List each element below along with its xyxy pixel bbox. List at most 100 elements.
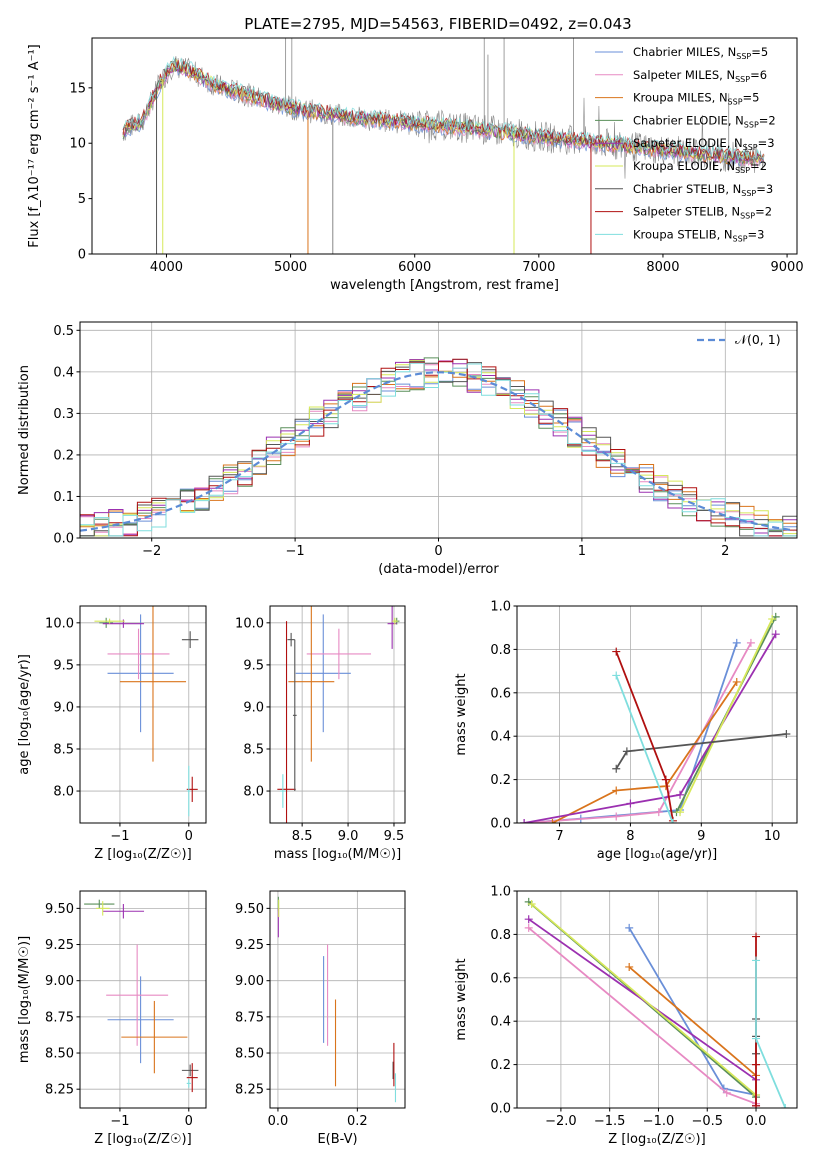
legend-subscript: SSP: [735, 166, 750, 175]
legend-entry: Chabrier ELODIE, NSSP=2: [633, 113, 776, 129]
legend-entry: Salpeter ELODIE, NSSP=3: [633, 136, 775, 152]
mass_vs_ebv-grid: [270, 891, 405, 1108]
mass-weight-marker-salpeter_elodie: [520, 819, 529, 823]
age_vs_mass-ytick-label: 10.0: [235, 616, 264, 631]
mass-weight-marker-salpeter_elodie: [626, 799, 635, 808]
mass_vs_ebv-ytick-label: 9.25: [235, 938, 264, 953]
mass_vs_metallicity-ylabel: mass [log₁₀(M/M☉)]: [17, 936, 32, 1063]
mass-weight-marker-kroupa_elodie: [768, 615, 777, 624]
legend-entry: Kroupa ELODIE, NSSP=2: [633, 159, 767, 175]
legend-count: =2: [755, 205, 772, 219]
spectrum-plot: [122, 38, 765, 254]
legend-count: =3: [756, 182, 773, 196]
mass-weight-marker-kroupa_miles: [732, 677, 741, 686]
age_vs_metallicity-xlabel: Z [log₁₀(Z/Z☉)]: [94, 847, 191, 862]
mass-weight-marker-chabrier_stelib: [622, 747, 631, 756]
legend-subscript: SSP: [744, 120, 759, 129]
mass_vs_ebv-xlabel: E(B-V): [317, 1132, 357, 1147]
mass-weight-line-kroupa_stelib: [615, 675, 674, 823]
residuals-ytick-label: 0.5: [53, 324, 74, 339]
spectrum-xlabel: wavelength [Angstrom, rest frame]: [330, 278, 559, 293]
mass_vs_ebv-ytick-label: 9.50: [235, 902, 264, 917]
age_vs_mass-ytick-label: 8.5: [243, 742, 264, 757]
mass-weight-marker-salpeter_stelib: [752, 1101, 761, 1108]
massweight_vs_age-plot: [520, 612, 791, 823]
mass_vs_ebv-panel: 0.0 0.2 8.25 8.50 8.75 9.00 9.25 9.50 E(B-V): [235, 890, 406, 1147]
legend-count: =2: [759, 113, 776, 127]
massweight_vs_metallicity-ytick-label: 0.6: [490, 971, 511, 986]
residuals-ytick-label: 0.4: [53, 365, 74, 380]
legend-subscript: SSP: [736, 52, 751, 61]
residuals-xtick-label: 0: [434, 544, 442, 559]
mass_vs_ebv-frame: [269, 890, 406, 1109]
legend-count: =5: [751, 45, 768, 59]
mass-weight-line-salpeter_miles: [528, 927, 757, 1105]
mass-weight-marker-chabrier_elodie: [771, 612, 780, 621]
legend-subscript: SSP: [743, 143, 758, 152]
normal-curve: [80, 371, 795, 532]
legend-entry: Chabrier MILES, NSSP=5: [633, 45, 768, 61]
mass_vs_metallicity-panel: −1 0 8.25 8.50 8.75 9.00 9.25 9.50 Z [log₁₀(Z/Z☉…: [17, 890, 207, 1147]
legend-count: =5: [743, 91, 760, 105]
age_vs_mass-panel: 8.5 9.0 9.5 8.0 8.5 9.0 9.5 10.0 mass [log₁₀(M/M…: [235, 605, 406, 862]
mass-weight-marker-salpeter_stelib: [661, 775, 670, 784]
spectrum-xtick-label: 5000: [274, 260, 307, 275]
mass-weight-marker-kroupa_miles: [612, 786, 621, 795]
mass-weight-marker-kroupa_elodie: [676, 808, 685, 817]
histogram-kroupa_stelib: [80, 362, 797, 537]
legend-entry: Salpeter STELIB, NSSP=2: [633, 205, 772, 221]
mass_vs_metallicity-grid: [80, 891, 206, 1108]
residuals-panel: −2 −1 0 1 2 0.0 0.1 0.2 0.3 0.4 0.5 (data-model)/er…: [17, 321, 798, 577]
massweight_vs_age-ytick-label: 0.4: [490, 730, 511, 745]
massweight_vs_metallicity-plot: [524, 897, 790, 1108]
massweight_vs_metallicity-xtick-label: −2.0: [545, 1114, 577, 1129]
spectrum-xtick-label: 4000: [150, 260, 183, 275]
mass-weight-marker-salpeter_elodie: [676, 790, 685, 799]
massweight_vs_metallicity-ytick-label: 0.4: [490, 1015, 511, 1030]
mass-weight-line-kroupa_miles: [551, 681, 738, 823]
massweight_vs_age-ytick-label: 1.0: [490, 600, 511, 615]
mass-weight-line-kroupa_elodie: [531, 903, 757, 1096]
mass-weight-line-kroupa_stelib: [755, 960, 787, 1108]
residuals-xtick-label: 1: [578, 544, 586, 559]
mass_vs_metallicity-ytick-label: 9.00: [45, 974, 74, 989]
legend-entry: 𝒩(0, 1): [735, 332, 781, 347]
spectrum-ytick-label: 0: [78, 248, 86, 263]
spectrum-xtick-label: 6000: [398, 260, 431, 275]
massweight_vs_age-grid: [517, 605, 797, 824]
age_vs_mass-xtick-label: 9.0: [338, 829, 359, 844]
age_vs_mass-frame: [269, 605, 406, 824]
mass-weight-marker-salpeter_elodie: [524, 915, 533, 924]
residuals-plot: [80, 357, 797, 537]
mass_vs_metallicity-ytick-label: 8.25: [45, 1083, 74, 1098]
massweight_vs_metallicity-ytick-label: 1.0: [490, 885, 511, 900]
residuals-ytick-label: 0.2: [53, 448, 74, 463]
mass_vs_ebv-xtick-label: 0.0: [268, 1114, 289, 1129]
legend-subscript: SSP: [733, 234, 748, 243]
legend-count: =3: [758, 136, 775, 150]
age_vs_metallicity-ytick-label: 8.0: [53, 785, 74, 800]
massweight_vs_age-xtick-label: 8: [626, 829, 634, 844]
figure-title: PLATE=2795, MJD=54563, FIBERID=0492, z=0…: [244, 15, 631, 33]
mass_vs_metallicity-ytick-label: 9.25: [45, 938, 74, 953]
spectrum-ylabel: Flux [f_λ10⁻¹⁷ erg cm⁻² s⁻¹ A⁻¹]: [27, 44, 42, 248]
massweight_vs_age-ytick-label: 0.8: [490, 643, 511, 658]
residuals-xlabel: (data-model)/error: [378, 562, 499, 577]
mass-weight-line-chabrier_miles: [628, 927, 757, 1096]
mass_vs_ebv-ytick-label: 8.75: [235, 1010, 264, 1025]
spectrum-xtick-label: 7000: [522, 260, 555, 275]
age_vs_mass-plot: [277, 606, 400, 823]
massweight_vs_metallicity-xtick-label: −0.5: [691, 1114, 723, 1129]
massweight_vs_age-ytick-label: 0.2: [490, 773, 511, 788]
mass_vs_metallicity-frame: [79, 890, 207, 1109]
legend-count: =3: [748, 227, 765, 241]
mass_vs_metallicity-ytick-label: 8.75: [45, 1010, 74, 1025]
massweight_vs_metallicity-xtick-label: −1.0: [643, 1114, 675, 1129]
model-spectrum-kroupa_stelib: [122, 55, 764, 161]
massweight_vs_metallicity-ytick-label: 0.0: [490, 1102, 511, 1117]
massweight_vs_age-xtick-label: 10: [764, 829, 781, 844]
legend-count: =6: [750, 68, 767, 82]
mass-weight-marker-kroupa_elodie: [527, 900, 536, 909]
legend-entry: Kroupa STELIB, NSSP=3: [633, 227, 764, 243]
residuals-ytick-label: 0.3: [53, 407, 74, 422]
